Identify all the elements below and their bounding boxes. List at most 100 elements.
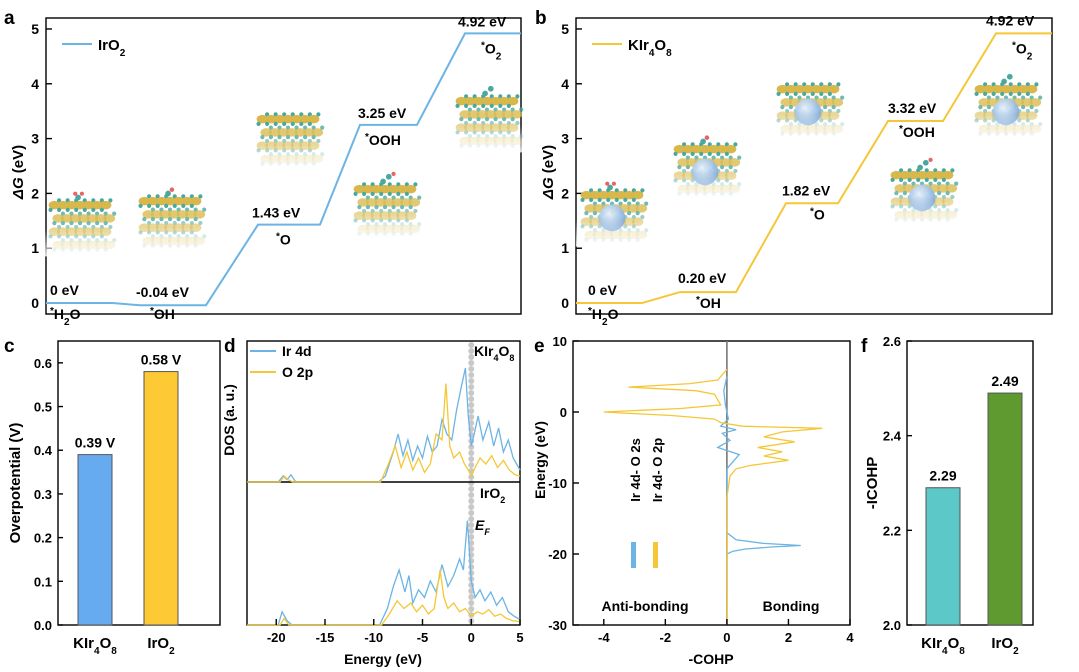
o-atom	[265, 121, 270, 126]
o-atom	[189, 203, 194, 208]
dos-curve-Ir-4d-KIr4O8	[247, 367, 521, 483]
o-atom	[677, 165, 682, 170]
fermi-level-dot	[468, 378, 475, 384]
ir-atom	[464, 96, 476, 106]
o-atom	[316, 138, 321, 144]
o-atom	[1029, 105, 1034, 110]
adsorbate-h-atom	[611, 181, 616, 186]
ir-atom	[485, 110, 497, 119]
fermi-level-dot	[468, 348, 475, 354]
ir-atom	[716, 144, 728, 154]
structure-fade	[885, 199, 959, 227]
y-tick-label: 0.6	[34, 356, 52, 371]
step-state-label: *H2O	[50, 306, 81, 328]
o-atom	[823, 105, 828, 110]
o-atom	[484, 117, 490, 122]
y-tick-label: 0.3	[34, 487, 52, 502]
o-atom	[282, 121, 287, 126]
o-atom	[164, 203, 169, 208]
step-state-label: *OOH	[365, 131, 401, 148]
ir-atom	[510, 110, 523, 119]
ir-atom	[489, 96, 502, 106]
o-atom	[902, 191, 907, 196]
fermi-level-dot	[468, 492, 475, 498]
o-atom	[256, 121, 261, 126]
o-atom	[631, 197, 636, 202]
fermi-level-dot	[468, 600, 475, 606]
panel-letter-b: b	[535, 8, 547, 29]
panel-d-ylabel: DOS (a. u.)	[221, 384, 237, 456]
step-value-label: 3.25 eV	[358, 105, 407, 121]
fermi-level-dot	[468, 534, 475, 540]
o-atom	[614, 197, 619, 202]
o-atom	[627, 211, 632, 216]
ir-atom	[52, 214, 64, 223]
o-atom	[983, 91, 988, 96]
ir-atom	[493, 110, 506, 119]
ir-atom	[147, 196, 159, 206]
adsorbate-h-atom	[928, 157, 933, 162]
step-state-label: *H2O	[588, 306, 619, 328]
o-atom	[836, 82, 841, 87]
fermi-level-dot	[468, 540, 475, 546]
bar-IrO2	[143, 371, 179, 626]
o-atom	[294, 135, 299, 140]
dos-curve-O-2p-IrO2	[247, 569, 521, 626]
fermi-level-dot	[468, 390, 475, 396]
o-atom	[498, 103, 503, 108]
o-atom	[382, 205, 388, 210]
o-atom	[379, 191, 384, 196]
adsorbate-o-atom	[1001, 78, 1007, 85]
o-atom	[185, 217, 190, 222]
o-atom	[60, 221, 65, 226]
ir-atom	[690, 144, 703, 154]
o-atom	[260, 135, 265, 140]
panel-letter-a: a	[4, 8, 15, 29]
adsorbate-o-atom	[1006, 73, 1013, 80]
o-atom	[476, 117, 481, 122]
ir-atom	[978, 98, 990, 107]
o-atom	[69, 221, 74, 226]
ir-atom	[1008, 84, 1021, 94]
x-tick-label: -5	[417, 630, 429, 645]
o-atom	[1034, 108, 1039, 114]
step-value-label: 1.43 eV	[252, 205, 301, 221]
adsorbate-h-atom	[704, 135, 710, 140]
structure-fade	[771, 113, 845, 141]
o-atom	[353, 191, 358, 196]
ir-atom	[584, 204, 596, 213]
y-tick-label: 2.4	[883, 429, 902, 444]
ir-atom	[894, 184, 906, 193]
o-atom	[472, 103, 477, 108]
ir-atom	[1000, 84, 1012, 94]
ir-atom	[48, 200, 61, 210]
o-atom	[1021, 105, 1026, 110]
panel-b-legend: KIr4O8	[592, 37, 672, 59]
fermi-level-dot	[468, 384, 475, 390]
adsorbate-o-atom	[607, 184, 613, 191]
o-atom	[408, 205, 413, 210]
adsorbate-h-atom	[169, 187, 175, 192]
o-atom	[285, 135, 291, 140]
o-atom	[48, 207, 53, 212]
panel-c-xtick-kir4o8: KIr4O8	[73, 635, 117, 657]
structure-fade	[133, 225, 207, 253]
x-tick-label: -2	[660, 630, 672, 645]
ir-atom	[82, 200, 95, 210]
panel-f-xtick-iro2: IrO2	[991, 635, 1019, 657]
x-tick-label: -20	[267, 630, 286, 645]
o-atom	[720, 165, 725, 170]
y-tick-label: 2.2	[883, 523, 901, 538]
panel-d-plot: -20 -15 -10 -5 0 5	[247, 342, 524, 645]
o-atom	[198, 194, 203, 199]
panel-e-legend: Ir 4d- O 2s Ir 4d- O 2p	[628, 438, 665, 568]
ir-atom	[61, 214, 73, 223]
panel-a-plot: 0 eV *H2O -0.04 eV *OH 1.43 eV *O 3.25 eV *OOH 4…	[46, 13, 521, 328]
bar-value-label: 0.58 V	[141, 352, 182, 368]
o-atom	[589, 197, 594, 202]
ir-atom	[353, 184, 366, 194]
ir-atom	[472, 96, 485, 106]
o-atom	[597, 197, 602, 202]
o-atom	[810, 91, 815, 96]
o-atom	[954, 181, 959, 186]
